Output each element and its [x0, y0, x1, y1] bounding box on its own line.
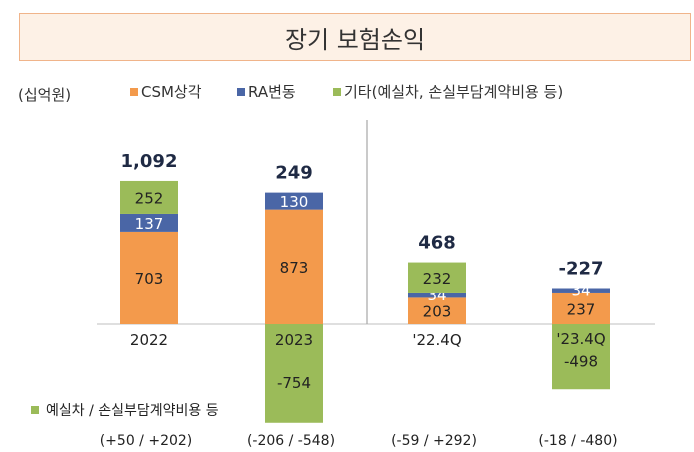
- bar-0: [408, 297, 466, 324]
- data-label: 34: [571, 282, 590, 300]
- footnote: (-18 / -480): [538, 433, 617, 449]
- legend-swatch: [333, 88, 341, 96]
- data-label: 232: [423, 270, 452, 288]
- chart-title-text: 장기 보험손익: [284, 25, 426, 54]
- bar-0: [120, 231, 178, 324]
- data-label: 137: [135, 215, 164, 233]
- total-label: 468: [418, 233, 456, 254]
- total-label: 1,092: [121, 151, 178, 172]
- bar-2: [265, 324, 323, 423]
- data-label: 203: [423, 303, 452, 321]
- footnote-swatch: [31, 406, 39, 414]
- legend-label: CSM상각: [141, 83, 202, 101]
- footnote: (-206 / -548): [247, 433, 335, 449]
- data-label: 130: [280, 193, 309, 211]
- bar-1: [552, 288, 610, 293]
- data-label: -498: [564, 352, 598, 370]
- data-label: -754: [277, 374, 311, 392]
- chart-title: 장기 보험손익: [19, 13, 691, 61]
- bar-0: [265, 209, 323, 324]
- bar-1: [408, 292, 466, 298]
- bar-0: [552, 292, 610, 324]
- footnote-legend: 예실차 / 손실부담계약비용 등: [46, 403, 219, 419]
- legend-label: RA변동: [248, 83, 296, 101]
- data-label: 252: [135, 189, 164, 207]
- data-label: 703: [135, 270, 164, 288]
- category-label: '22.4Q: [412, 331, 461, 349]
- category-label: 2023: [275, 331, 313, 349]
- bar-2: [120, 180, 178, 214]
- legend-swatch: [130, 88, 138, 96]
- bar-1: [120, 213, 178, 232]
- data-label: 873: [280, 259, 309, 277]
- unit-label: (십억원): [18, 86, 71, 104]
- category-label: '23.4Q: [556, 330, 605, 348]
- legend-label: 기타(예실차, 손실부담계약비용 등): [344, 83, 563, 101]
- bar-2: [552, 324, 610, 390]
- data-label: 237: [567, 300, 596, 318]
- legend-swatch: [237, 88, 245, 96]
- total-label: 249: [275, 163, 313, 184]
- bar-1: [265, 192, 323, 210]
- category-label: 2022: [130, 331, 168, 349]
- footnote: (-59 / +292): [391, 433, 477, 449]
- total-label: -227: [558, 258, 603, 279]
- bar-2: [408, 262, 466, 293]
- footnote: (+50 / +202): [100, 433, 193, 449]
